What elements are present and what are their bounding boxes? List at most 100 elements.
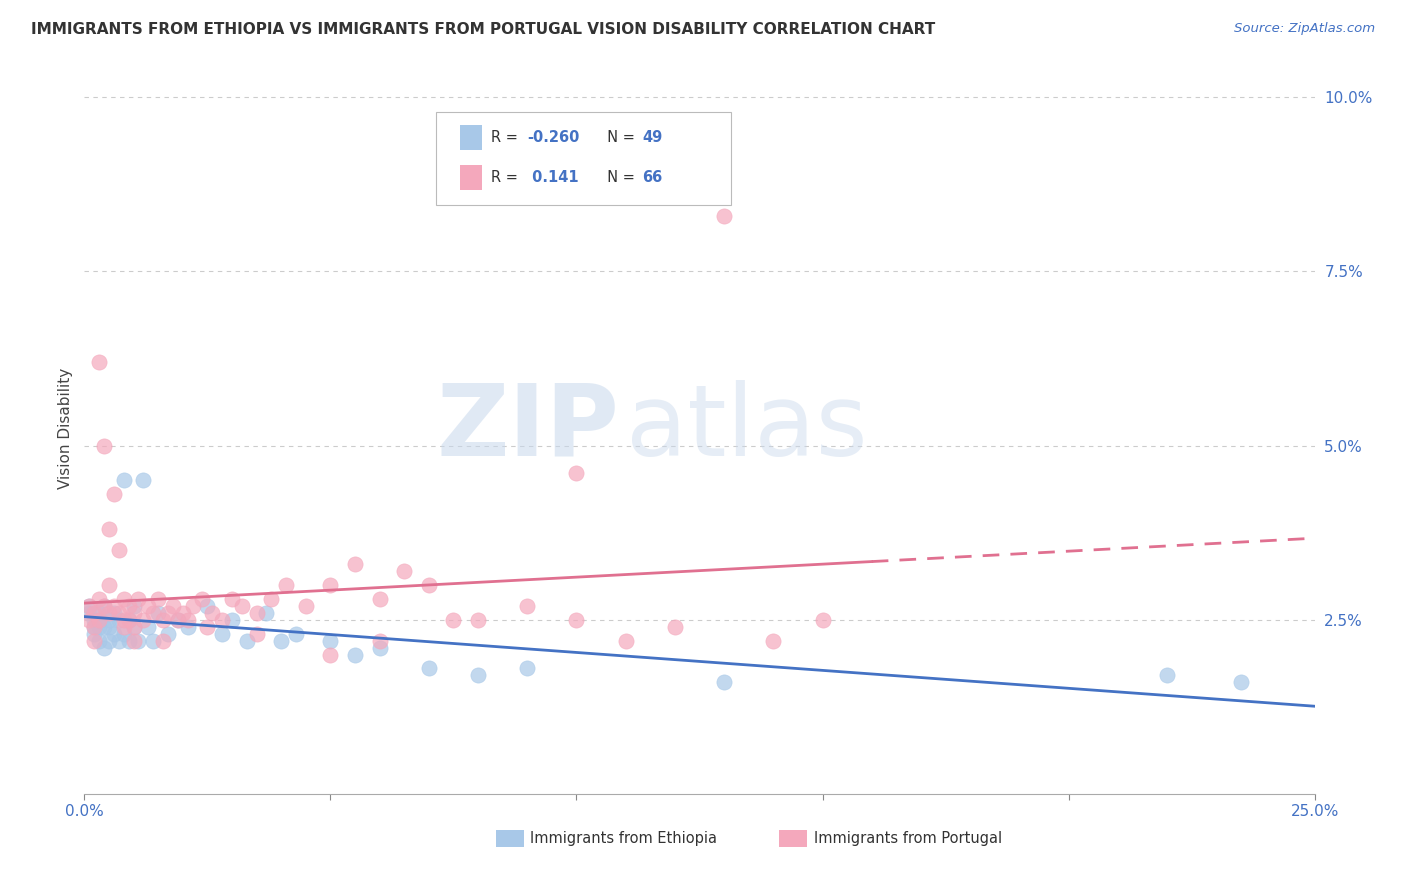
Point [201,606,224,620]
Point [418,578,440,592]
Point [112,591,135,606]
Point [664,620,686,634]
Point [79,606,101,620]
Point [236,633,259,648]
Point [122,633,145,648]
Point [112,613,135,627]
Text: -0.260: -0.260 [527,130,579,145]
Point [112,620,135,634]
Point [98,578,120,592]
Point [122,620,145,634]
Point [157,606,180,620]
Point [128,591,150,606]
Text: 66: 66 [643,170,662,185]
Point [197,599,219,613]
Point [112,626,135,640]
Point [344,557,367,571]
Point [128,633,150,648]
FancyBboxPatch shape [779,830,807,847]
Point [1229,675,1253,690]
Point [713,209,735,223]
Point [270,633,292,648]
Point [108,613,131,627]
Point [211,626,233,640]
Point [79,599,101,613]
Point [565,467,588,481]
Point [142,633,165,648]
Point [83,633,105,648]
Point [166,613,188,627]
Point [118,633,141,648]
Point [467,668,489,682]
Point [368,591,391,606]
Point [443,613,465,627]
Point [152,613,174,627]
Point [319,633,342,648]
Point [93,640,115,655]
Point [148,591,170,606]
Point [103,487,125,501]
Point [83,620,105,634]
Point [276,578,298,592]
Point [83,620,105,634]
Point [138,620,160,634]
Point [246,626,269,640]
Text: R =: R = [491,170,522,185]
Point [118,599,141,613]
Point [93,439,115,453]
Point [467,613,489,627]
Point [118,613,141,627]
Text: IMMIGRANTS FROM ETHIOPIA VS IMMIGRANTS FROM PORTUGAL VISION DISABILITY CORRELATI: IMMIGRANTS FROM ETHIOPIA VS IMMIGRANTS F… [31,22,935,37]
Point [103,626,125,640]
Point [98,606,120,620]
Point [87,613,111,627]
Point [162,599,184,613]
Text: 0.141: 0.141 [527,170,579,185]
Point [1156,668,1178,682]
Text: N =: N = [598,170,640,185]
Point [138,599,160,613]
Text: atlas: atlas [626,380,868,476]
Point [256,606,278,620]
Text: Immigrants from Portugal: Immigrants from Portugal [814,831,1002,846]
Point [177,620,200,634]
Point [260,591,283,606]
Point [98,613,120,627]
Point [211,613,233,627]
Point [98,633,120,648]
Point [98,522,120,536]
Text: Source: ZipAtlas.com: Source: ZipAtlas.com [1234,22,1375,36]
Point [368,633,391,648]
Point [83,606,105,620]
Point [108,606,131,620]
Point [172,606,194,620]
Point [98,620,120,634]
Point [79,613,101,627]
Point [394,564,416,578]
Point [713,675,735,690]
Point [166,613,188,627]
Point [319,648,342,662]
Point [516,599,538,613]
Point [197,620,219,634]
Point [295,599,318,613]
Text: N =: N = [598,130,640,145]
Point [87,606,111,620]
Point [83,613,105,627]
Point [231,599,253,613]
Point [108,543,131,558]
Point [319,578,342,592]
Point [762,633,785,648]
Point [132,474,155,488]
Text: ZIP: ZIP [437,380,620,476]
Point [132,613,155,627]
Point [614,633,637,648]
Point [246,606,269,620]
Point [87,620,111,634]
Point [157,626,180,640]
Point [122,620,145,634]
FancyBboxPatch shape [496,830,523,847]
Point [221,613,243,627]
Y-axis label: Vision Disability: Vision Disability [58,368,73,489]
Point [181,599,204,613]
